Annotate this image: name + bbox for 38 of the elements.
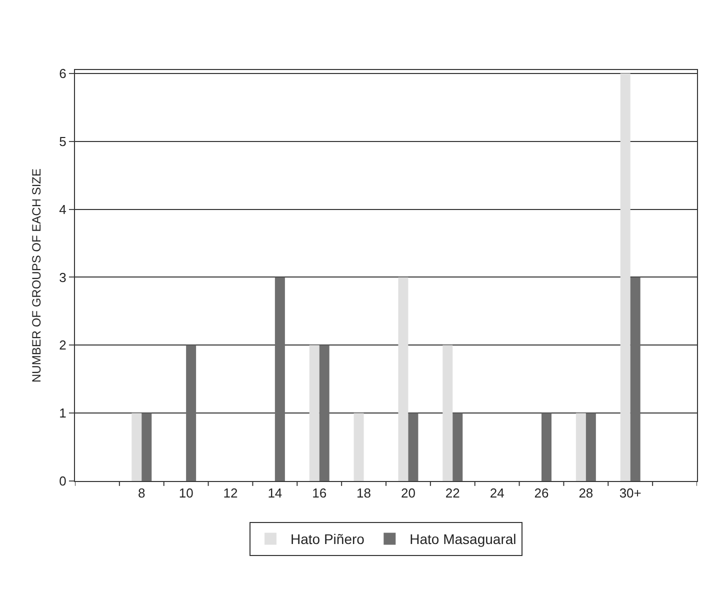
x-tick-label: 28	[578, 486, 594, 501]
x-tick-label: 12	[223, 486, 238, 501]
legend-label: Hato Masaguaral	[410, 531, 516, 548]
x-tick-label: 22	[445, 486, 460, 501]
y-axis-title: NUMBER OF GROUPS OF EACH SIZE	[29, 168, 44, 383]
bar	[132, 413, 142, 481]
bar	[354, 413, 364, 481]
bar	[274, 277, 285, 481]
y-tick-label: 2	[59, 338, 66, 353]
bar	[142, 413, 152, 481]
y-tick-label: 5	[59, 134, 66, 149]
x-tick-label: 16	[312, 486, 327, 501]
y-tick-label: 3	[59, 270, 66, 285]
x-tick-label: 18	[356, 486, 372, 501]
bar	[542, 413, 552, 481]
x-tick-label: 10	[178, 486, 194, 501]
bar	[319, 345, 330, 481]
bar	[630, 277, 640, 481]
y-tick-label: 4	[59, 202, 66, 217]
bar	[442, 345, 453, 481]
bar	[452, 413, 463, 481]
y-tick-label: 1	[59, 406, 66, 421]
x-tick-label: 20	[400, 486, 416, 501]
bar	[309, 345, 320, 481]
bar	[620, 73, 630, 481]
y-tick-label: 6	[59, 66, 66, 81]
bar	[186, 345, 196, 481]
x-tick-label: 8	[138, 486, 146, 501]
x-tick-label: 14	[268, 486, 282, 501]
x-tick-label: 30+	[619, 486, 642, 501]
y-tick-label: 0	[59, 474, 66, 489]
legend-label: Hato Piñero	[290, 531, 365, 548]
bar	[398, 277, 408, 481]
x-tick-label: 26	[534, 486, 549, 501]
bar	[586, 413, 596, 481]
x-tick-label: 24	[490, 486, 504, 501]
bar	[408, 413, 418, 481]
bar	[576, 413, 586, 481]
